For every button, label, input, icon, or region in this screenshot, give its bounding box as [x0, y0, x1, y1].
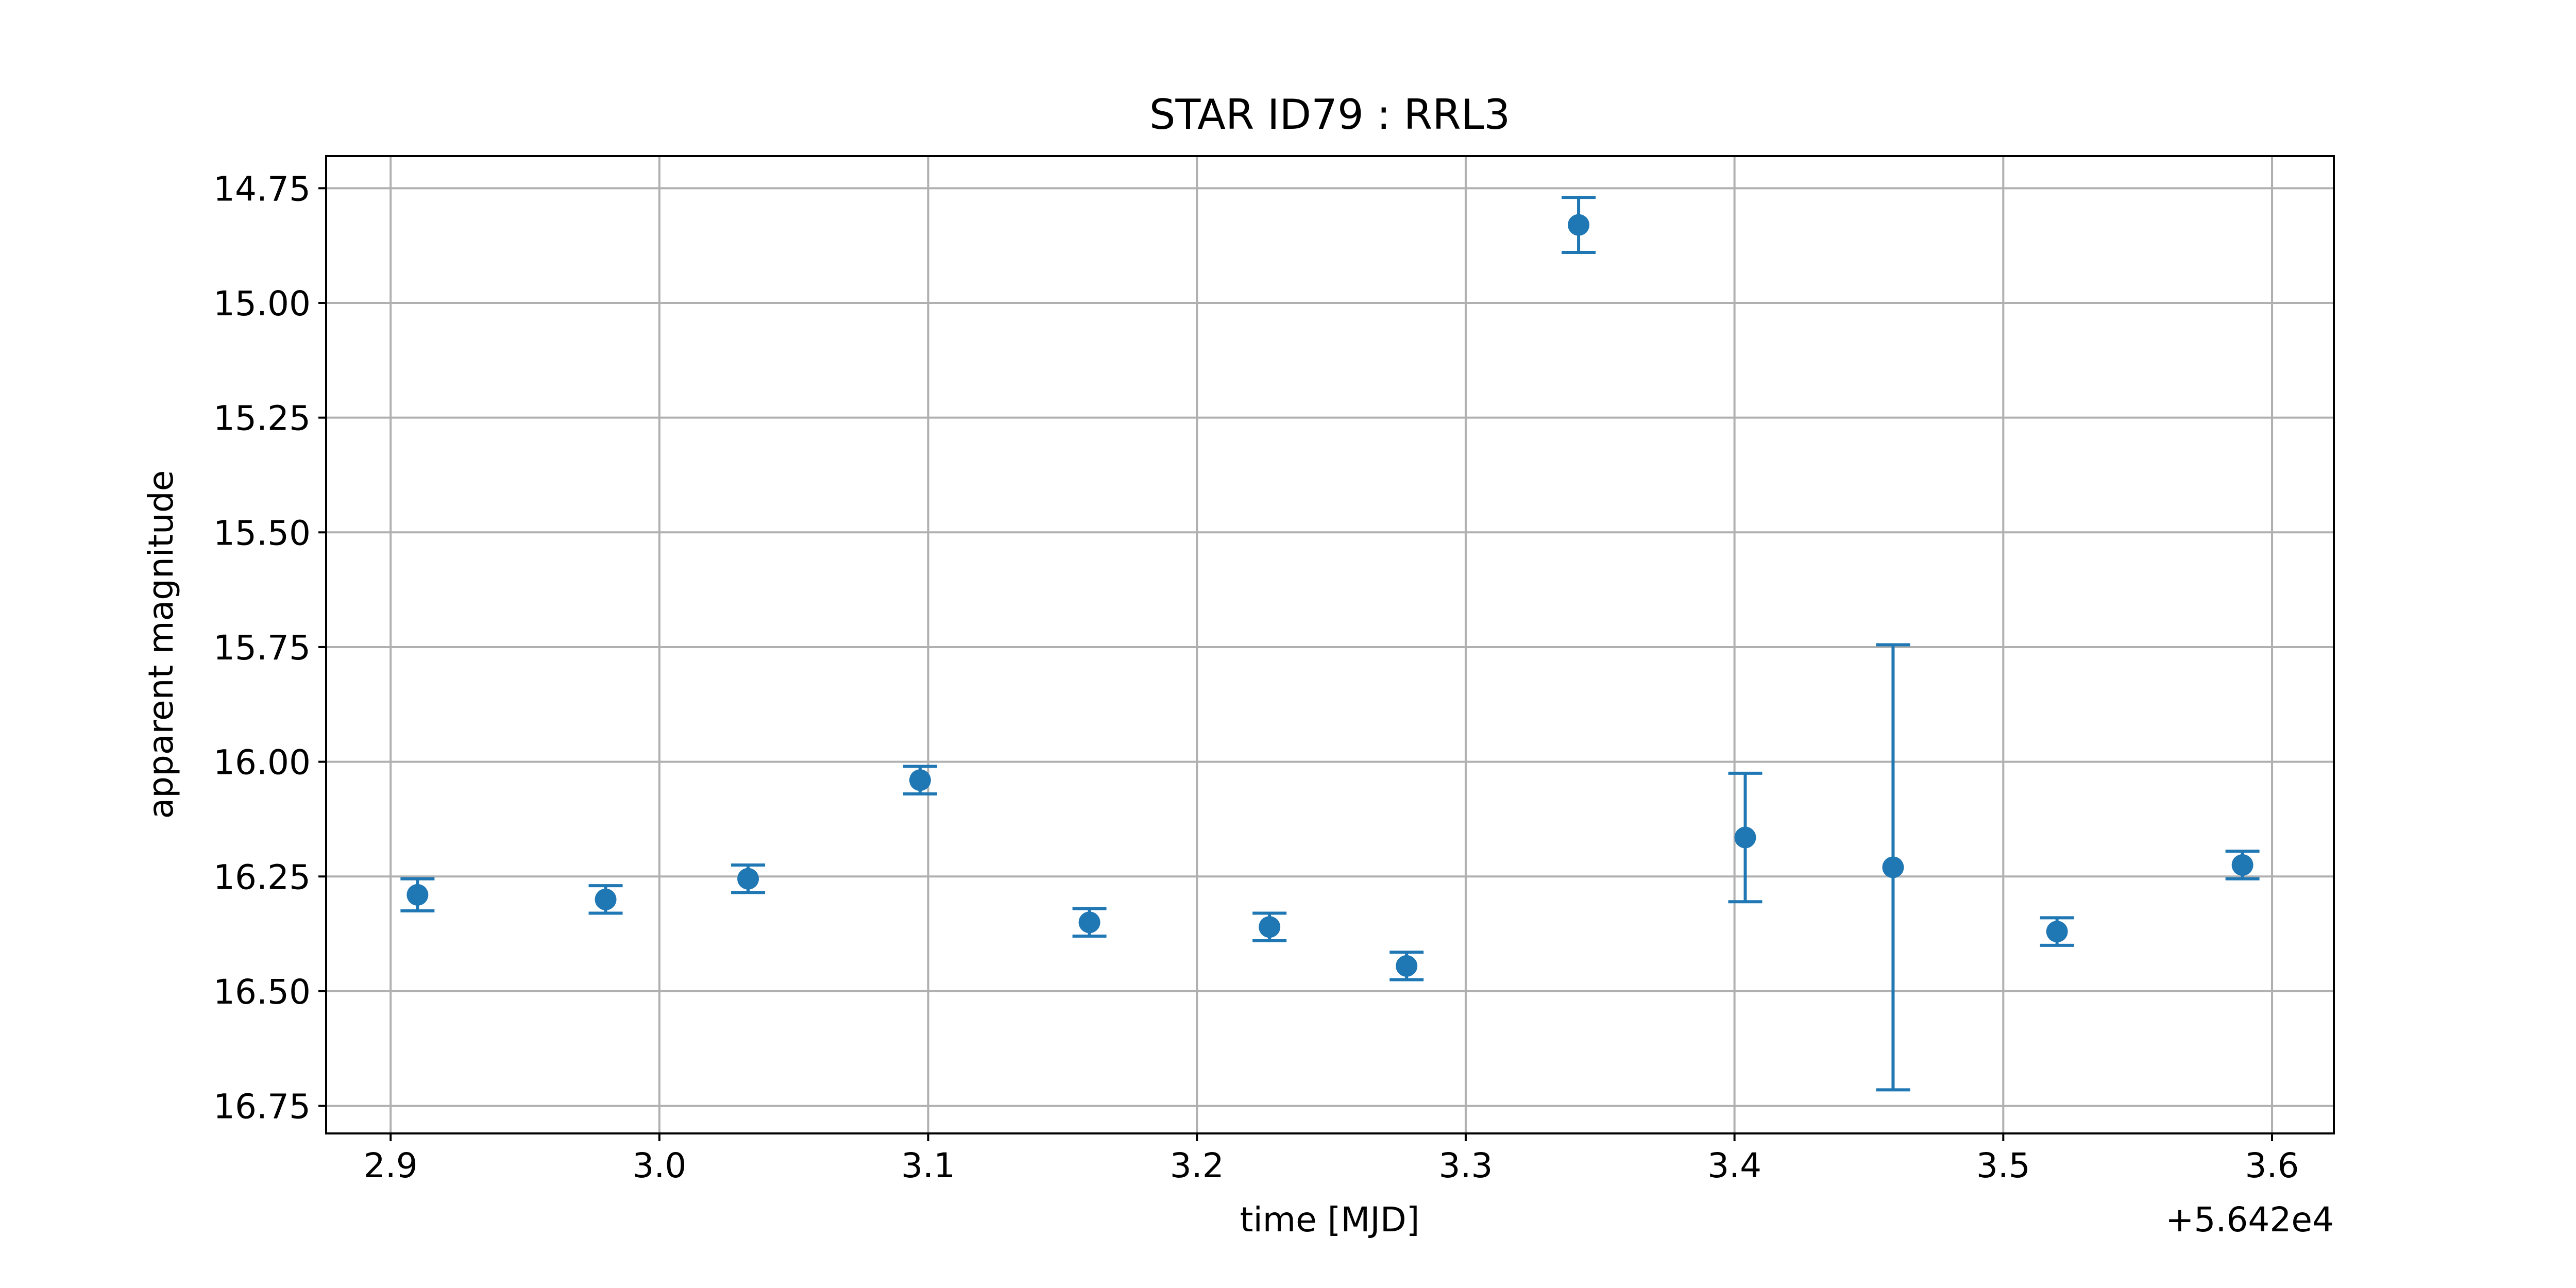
- x-tick-label: 3.0: [632, 1146, 686, 1185]
- grid: [326, 156, 2334, 1133]
- y-tick-label: 15.25: [213, 399, 311, 438]
- x-tick-label: 3.5: [1976, 1146, 2030, 1185]
- data-point: [406, 884, 429, 906]
- data-series: [400, 196, 2260, 1092]
- chart-title: STAR ID79 : RRL3: [1149, 91, 1511, 139]
- data-point: [1078, 911, 1100, 934]
- data-point: [1568, 214, 1590, 236]
- x-axis-label: time [MJD]: [1240, 1200, 1420, 1240]
- x-tick-label: 3.3: [1438, 1146, 1493, 1185]
- y-tick-label: 16.75: [213, 1087, 311, 1127]
- y-axis-label: apparent magnitude: [141, 470, 181, 819]
- data-point: [1734, 826, 1756, 849]
- data-point: [909, 769, 931, 791]
- plot-frame: [325, 155, 2335, 1134]
- y-tick-label: 16.25: [213, 857, 311, 897]
- y-tick-label: 14.75: [213, 169, 311, 209]
- x-axis-ticks: 2.9 3.0 3.1 3.2 3.3 3.4 3.5 3.6: [364, 1133, 2299, 1185]
- data-point: [595, 888, 617, 910]
- x-tick-label: 3.1: [901, 1146, 955, 1185]
- y-tick-label: 15.50: [213, 513, 311, 553]
- data-point: [2046, 921, 2068, 943]
- data-point: [1882, 856, 1904, 878]
- data-point: [2231, 854, 2253, 876]
- data-point: [1396, 955, 1418, 977]
- y-tick-label: 15.75: [213, 628, 311, 668]
- y-tick-label: 16.00: [213, 743, 311, 783]
- data-point: [1259, 916, 1281, 938]
- x-tick-label: 2.9: [364, 1146, 418, 1185]
- x-tick-label: 3.6: [2245, 1146, 2299, 1185]
- x-tick-label: 3.2: [1170, 1146, 1224, 1185]
- x-axis-offset-label: +5.642e4: [2165, 1200, 2334, 1240]
- y-axis-ticks: 14.75 15.00 15.25 15.50 15.75 16.00 16.25 16.50…: [213, 169, 326, 1127]
- y-tick-label: 15.00: [213, 284, 311, 324]
- y-tick-label: 16.50: [213, 972, 311, 1012]
- x-tick-label: 3.4: [1707, 1146, 1761, 1185]
- data-point: [737, 868, 759, 890]
